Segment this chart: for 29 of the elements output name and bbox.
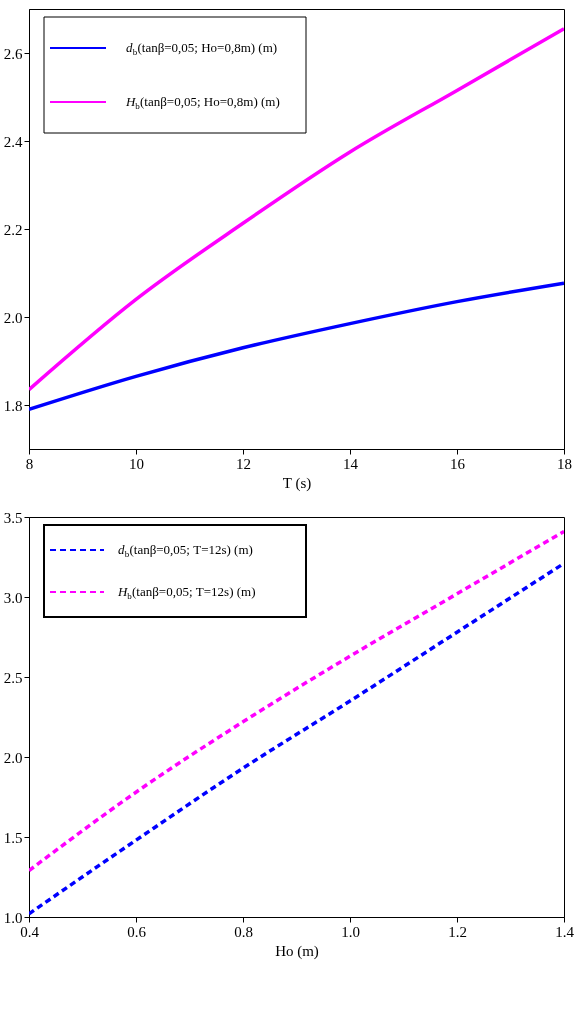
line-series	[29, 281, 564, 412]
y-tick-label: 2.4	[3, 133, 23, 150]
y-tick-label: 2.0	[3, 309, 23, 326]
y-tick-label: 2.6	[3, 45, 23, 62]
line-series	[29, 529, 564, 873]
x-tick-label: 1.0	[341, 923, 360, 940]
x-tick-label: 0.6	[127, 923, 147, 940]
y-tick-label: 1.0	[3, 909, 23, 926]
y-tick-label: 1.5	[3, 829, 23, 846]
x-tick-label: 12	[236, 455, 251, 472]
y-tick-label: 3.5	[3, 509, 23, 526]
y-tick-label: 2.0	[3, 749, 23, 766]
line-series	[29, 561, 564, 916]
x-tick-label: 0.8	[234, 923, 253, 940]
x-tick-label: 0.4	[20, 923, 40, 940]
x-tick-label: 1.4	[555, 923, 575, 940]
x-tick-label: 8	[25, 455, 34, 472]
x-tick-label: 14	[343, 455, 359, 472]
x-axis-title: Ho (m)	[275, 942, 319, 960]
x-tick-label: 16	[450, 455, 466, 472]
y-tick-label: 2.5	[3, 669, 23, 686]
y-tick-label: 2.2	[3, 221, 23, 238]
line-series	[29, 27, 564, 392]
y-tick-label: 1.8	[3, 397, 23, 414]
y-tick-label: 3.0	[3, 589, 23, 606]
x-tick-label: 10	[129, 455, 144, 472]
x-axis-title: T (s)	[282, 474, 312, 492]
x-tick-label: 1.2	[448, 923, 467, 940]
x-tick-label: 18	[557, 455, 572, 472]
